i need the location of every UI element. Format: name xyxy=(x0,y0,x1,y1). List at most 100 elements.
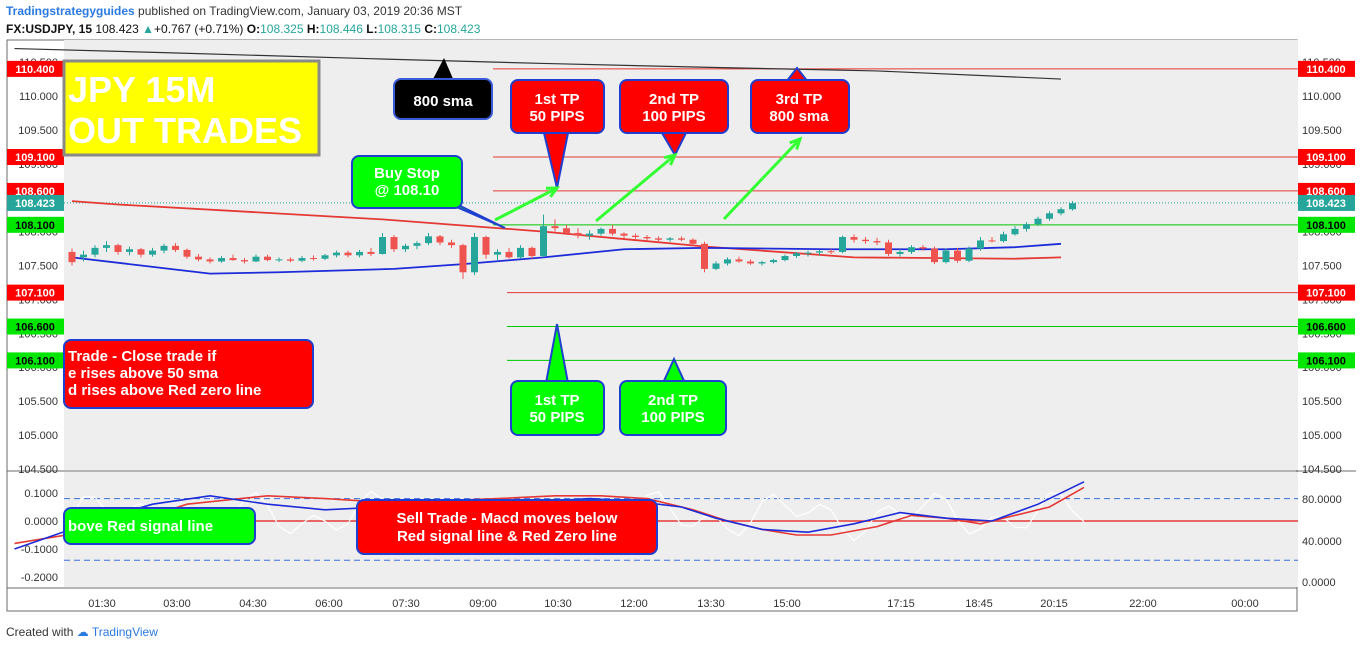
candle-body xyxy=(643,237,651,239)
time-tick: 04:30 xyxy=(239,598,267,610)
candle-body xyxy=(988,240,996,242)
candle-body xyxy=(609,228,616,234)
candle-body xyxy=(264,256,271,261)
candle-body xyxy=(80,254,87,258)
price-level-badge-left xyxy=(7,352,64,369)
candle-body xyxy=(298,258,306,261)
tp2-callout-text2: 100 PIPS xyxy=(642,108,705,125)
signal-line xyxy=(14,486,1085,545)
close-value: 108.423 xyxy=(436,22,481,36)
price-tick-left: 110.000 xyxy=(19,91,58,103)
macd-tick-left: 0.0000 xyxy=(24,516,58,528)
candle-body xyxy=(908,247,915,252)
tp1-callout-text1: 1st TP xyxy=(534,91,579,108)
tp1-arrow xyxy=(494,186,558,222)
publish-info: Tradingstrategyguides published on Tradi… xyxy=(6,4,462,18)
price-level-label-left: 108.423 xyxy=(15,198,55,210)
price-tick-right: 110.000 xyxy=(1302,91,1341,103)
candle-body xyxy=(206,259,214,262)
candle-body xyxy=(1023,224,1030,229)
candle-body xyxy=(1000,234,1007,242)
short-tp2-callout xyxy=(619,380,727,436)
title-box xyxy=(62,59,321,157)
close-label: C: xyxy=(424,22,437,36)
candle-body xyxy=(1069,203,1076,210)
buy-signal-callout xyxy=(63,507,256,545)
candle-body xyxy=(747,261,754,264)
price-level-badge-left xyxy=(7,194,64,211)
tp2-arrow xyxy=(595,153,676,223)
published-text: published on TradingView.com, January 03… xyxy=(138,4,463,18)
candle-body xyxy=(827,251,835,253)
candle-body xyxy=(977,240,984,249)
time-tick: 17:15 xyxy=(887,598,915,610)
price-level-badge-left xyxy=(7,318,64,335)
close-trade-text2: e rises above 50 sma xyxy=(68,365,219,382)
price-level-label-left: 107.100 xyxy=(15,288,55,300)
tp2-arrow-head xyxy=(663,152,678,166)
candle-body xyxy=(160,245,168,251)
candle-body xyxy=(1034,218,1042,225)
candle-body xyxy=(505,251,513,258)
candle-body xyxy=(517,247,524,258)
sell-trade-callout xyxy=(356,499,658,555)
price-level-badge-right xyxy=(1298,284,1355,301)
buy-stop-callout xyxy=(351,155,463,209)
tp1-callout-text2: 50 PIPS xyxy=(529,108,584,125)
tradingview-brand[interactable]: TradingView xyxy=(91,625,158,639)
candle-body xyxy=(310,258,317,260)
open-label: O: xyxy=(246,22,261,36)
candle-body xyxy=(356,251,363,256)
candle-body xyxy=(839,237,846,252)
high-label: H: xyxy=(306,22,320,36)
time-tick: 22:00 xyxy=(1129,598,1157,610)
tp3-callout-text1: 3rd TP xyxy=(776,91,823,108)
oscillator-pane-bg xyxy=(64,472,1298,587)
low-label: L: xyxy=(366,22,378,36)
candle-body xyxy=(218,258,225,262)
price-level-label-right: 110.400 xyxy=(1306,64,1345,76)
candle-body xyxy=(425,236,432,244)
price-level-label-left: 109.100 xyxy=(15,152,55,164)
candle-body xyxy=(873,241,881,243)
price-level-badge-left xyxy=(7,216,64,233)
price-level-badge-right xyxy=(1298,182,1355,199)
tradingview-logo-icon[interactable]: ☁ xyxy=(76,625,89,639)
time-tick: 07:30 xyxy=(392,598,420,610)
title-line-1: JPY 15M xyxy=(68,69,215,110)
candle-body xyxy=(655,238,662,240)
price-level-badge-right xyxy=(1298,216,1355,233)
sma-50-line xyxy=(71,200,1062,260)
candle-body xyxy=(1011,228,1019,235)
candle-body xyxy=(919,247,927,249)
title-line-2: OUT TRADES xyxy=(68,110,302,151)
candle-body xyxy=(252,256,260,262)
author-name[interactable]: Tradingstrategyguides xyxy=(6,4,135,18)
candle-body xyxy=(632,235,639,238)
up-arrow-icon: ▲ xyxy=(142,22,155,36)
candle-body xyxy=(701,243,708,269)
candle-body xyxy=(574,232,582,236)
price-level-badge-left xyxy=(7,284,64,301)
candle-body xyxy=(91,247,99,255)
macd-tick-left: 0.1000 xyxy=(24,488,58,500)
candle-body xyxy=(885,242,892,254)
short-tp1-callout xyxy=(510,380,605,436)
tp1-arrow-head xyxy=(545,186,561,198)
short-tp1-text1: 1st TP xyxy=(534,392,579,409)
price-level-label-right: 106.600 xyxy=(1306,322,1346,334)
candle-body xyxy=(528,247,536,257)
price-change: +0.767 (+0.71%) xyxy=(154,22,244,36)
candle-body xyxy=(68,251,76,263)
price-level-badge-right xyxy=(1298,194,1355,211)
candle-body xyxy=(954,250,961,261)
symbol-label: FX:USDJPY, 15 xyxy=(6,22,93,36)
oscillator-tick-right: 80.0000 xyxy=(1302,494,1342,506)
candle-body xyxy=(494,251,501,255)
candle-body xyxy=(540,226,547,257)
tp3-callout xyxy=(750,79,850,134)
sma800-callout-text: 800 sma xyxy=(413,93,473,110)
sma800-callout-pointer xyxy=(432,58,454,81)
time-tick: 03:00 xyxy=(163,598,191,610)
